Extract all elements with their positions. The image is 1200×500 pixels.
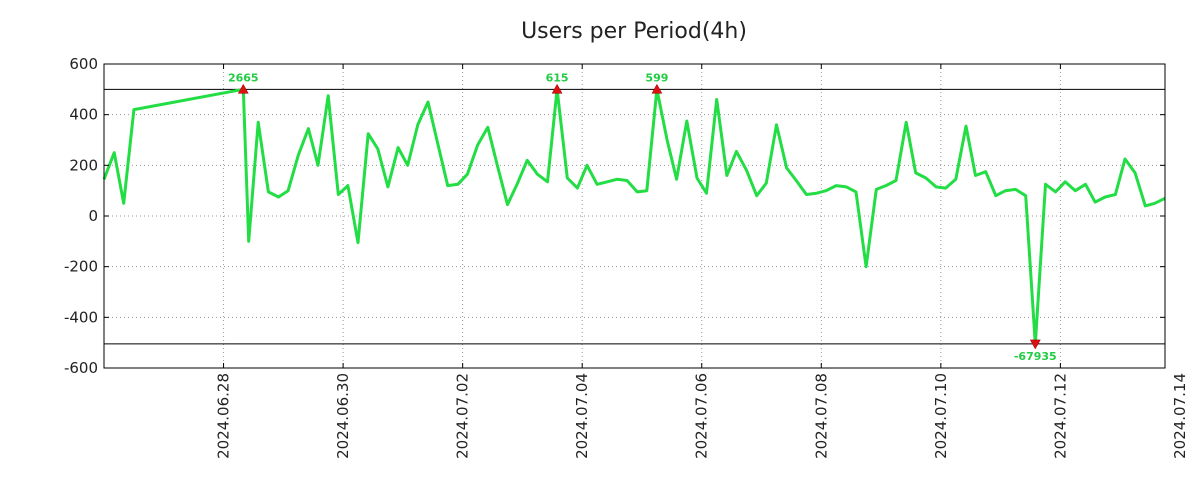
x-tick-label: 2024.06.30 — [334, 373, 352, 459]
series-line-users — [102, 87, 1166, 346]
y-tick-label: 600 — [69, 55, 98, 73]
y-tick-label: 0 — [88, 207, 98, 225]
plot-frame — [103, 63, 1166, 369]
x-tick-label: 2024.07.04 — [573, 373, 591, 459]
series-layer — [102, 87, 1166, 346]
peak-marker — [237, 83, 249, 94]
y-tick-label: 200 — [69, 156, 98, 174]
x-tick-label: 2024.06.28 — [215, 373, 233, 459]
x-tick-label: 2024.07.06 — [693, 373, 711, 459]
x-tick-label: 2024.07.14 — [1171, 373, 1189, 459]
y-tick-label: -400 — [64, 308, 98, 326]
y-tick-label: 400 — [69, 106, 98, 124]
y-tick-label: -600 — [64, 359, 98, 377]
x-tick-label: 2024.07.08 — [812, 373, 830, 459]
peak-label: 615 — [546, 71, 569, 84]
peak-label: 599 — [645, 71, 668, 84]
grid — [104, 64, 1165, 368]
x-tick-label: 2024.07.10 — [932, 373, 950, 459]
x-axis: 2024.06.28 2024.06.30 2024.07.02 2024.07.04… — [215, 64, 1189, 459]
clip-lines — [104, 88, 1165, 345]
x-tick-label: 2024.07.12 — [1051, 373, 1069, 459]
peak-marker — [1029, 339, 1041, 350]
y-axis: 600 400 200 0 -200 -400 -600 — [64, 55, 1165, 377]
peak-markers: 2665 615 599 -67935 — [228, 71, 1057, 363]
peak-label: 2665 — [228, 71, 259, 84]
peak-marker — [551, 83, 563, 94]
x-tick-label: 2024.07.02 — [454, 373, 472, 459]
peak-label: -67935 — [1014, 350, 1057, 363]
peak-marker — [651, 83, 663, 94]
chart-title: Users per Period(4h) — [521, 19, 747, 44]
y-tick-label: -200 — [64, 258, 98, 276]
